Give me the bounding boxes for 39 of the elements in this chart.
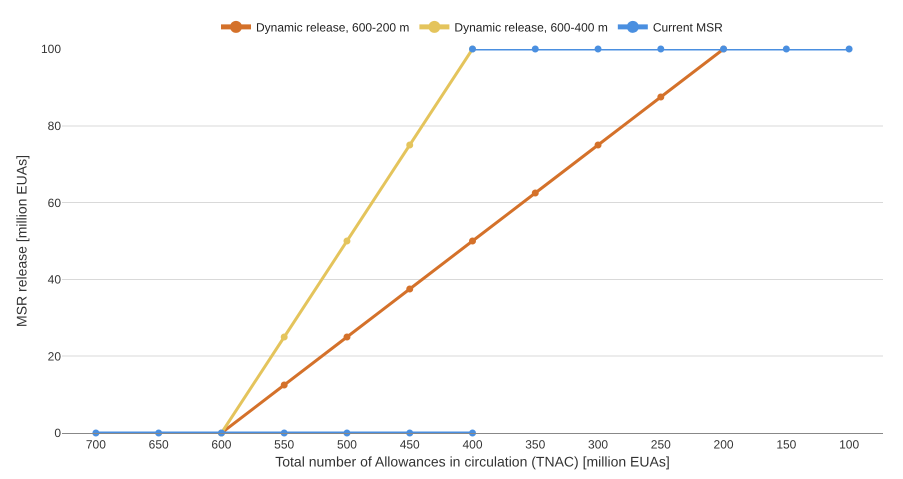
x-tick-label: 250 xyxy=(650,437,672,452)
x-tick-label: 100 xyxy=(839,437,860,452)
y-tick-label: 40 xyxy=(48,272,62,287)
y-tick-label: 80 xyxy=(48,119,62,133)
legend-label: Dynamic release, 600-200 m xyxy=(256,20,410,34)
y-tick-label: 100 xyxy=(40,42,62,56)
x-tick-label: 450 xyxy=(400,437,420,452)
point xyxy=(343,334,350,340)
point xyxy=(469,238,476,244)
x-axis-title: Total number of Allowances in circulation (TNAC) [million EUAs] xyxy=(275,454,670,470)
point xyxy=(280,334,288,340)
legend-label: Current MSR xyxy=(652,20,724,34)
point xyxy=(532,190,539,196)
point xyxy=(532,46,539,52)
point xyxy=(657,94,664,100)
x-tick-label: 350 xyxy=(525,437,546,452)
y-tick-label: 60 xyxy=(48,196,62,210)
x-tick-label: 700 xyxy=(86,437,106,452)
point xyxy=(406,142,414,148)
x-tick-label: 400 xyxy=(462,437,483,452)
y-tick-label: 20 xyxy=(48,349,62,364)
point xyxy=(846,46,853,52)
point xyxy=(343,238,350,244)
x-tick-label: 650 xyxy=(148,437,169,452)
x-tick-label: 600 xyxy=(211,437,232,452)
y-axis-title: MSR release [million EUAs] xyxy=(14,155,30,327)
point xyxy=(406,286,414,292)
point xyxy=(594,142,602,148)
point xyxy=(594,46,602,52)
y-tick-label: 0 xyxy=(54,426,62,440)
x-tick-label: 200 xyxy=(714,437,734,452)
point xyxy=(280,382,288,388)
x-tick-label: 300 xyxy=(588,437,608,452)
x-tick-label: 150 xyxy=(776,437,797,452)
x-tick-label: 500 xyxy=(336,437,358,452)
x-tick-label: 550 xyxy=(274,437,295,452)
legend-label: Dynamic release, 600-400 m xyxy=(454,20,608,34)
point xyxy=(657,46,664,52)
point xyxy=(782,46,790,52)
